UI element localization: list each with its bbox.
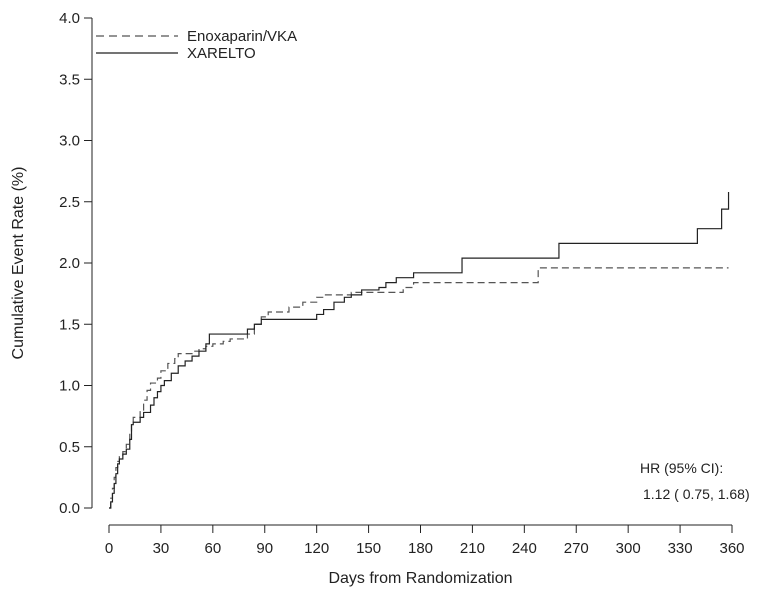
y-axis-title: Cumulative Event Rate (%) xyxy=(10,167,27,360)
x-tick-label: 60 xyxy=(204,540,221,557)
x-tick-label: 240 xyxy=(512,540,537,557)
y-ticks: 0.0 0.5 1.0 1.5 2.0 2.5 3.0 3.5 4.0 xyxy=(59,10,92,517)
x-tick-label: 360 xyxy=(719,540,744,557)
axes xyxy=(91,18,732,526)
hr-annotation-value: 1.12 ( 0.75, 1.68) xyxy=(643,486,750,502)
legend-label-xarelto: XARELTO xyxy=(187,45,256,62)
series-layer xyxy=(109,191,730,509)
x-tick-label: 150 xyxy=(356,540,381,557)
x-tick-label: 90 xyxy=(256,540,273,557)
y-tick-label: 4.0 xyxy=(59,10,80,27)
x-tick-label: 210 xyxy=(460,540,485,557)
y-tick-label: 0.5 xyxy=(59,439,80,456)
y-tick-label: 3.0 xyxy=(59,133,80,150)
x-tick-label: 270 xyxy=(564,540,589,557)
x-tick-label: 30 xyxy=(153,540,170,557)
y-tick-label: 2.5 xyxy=(59,194,80,211)
x-tick-label: 330 xyxy=(668,540,693,557)
y-tick-label: 0.0 xyxy=(59,500,80,517)
y-tick-label: 1.5 xyxy=(59,316,80,333)
x-axis-title: Days from Randomization xyxy=(328,570,512,587)
hr-annotation-label: HR (95% CI): xyxy=(640,460,723,476)
legend-label-enoxaparin: Enoxaparin/VKA xyxy=(187,28,297,45)
x-tick-label: 300 xyxy=(616,540,641,557)
x-ticks: 0 30 60 90 120 150 180 210 240 270 300 330 360 xyxy=(105,525,745,557)
legend: Enoxaparin/VKA XARELTO xyxy=(96,28,297,62)
y-tick-label: 2.0 xyxy=(59,255,80,272)
x-tick-label: 120 xyxy=(304,540,329,557)
y-tick-label: 3.5 xyxy=(59,71,80,88)
x-tick-label: 0 xyxy=(105,540,113,557)
y-tick-label: 1.0 xyxy=(59,378,80,395)
series-line-enoxaparin xyxy=(109,267,729,509)
x-tick-label: 180 xyxy=(408,540,433,557)
series-line-xarelto xyxy=(109,191,730,509)
